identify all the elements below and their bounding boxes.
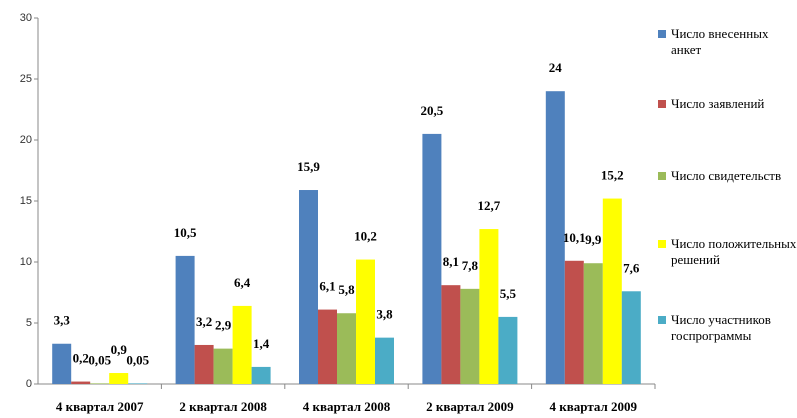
bar [422, 133, 442, 384]
legend-swatch [658, 172, 666, 180]
legend-label: Число заявлений [671, 96, 765, 111]
bar [109, 373, 129, 384]
bar [175, 255, 195, 384]
bar [232, 305, 252, 384]
value-label: 3,8 [376, 307, 393, 322]
value-label: 0,9 [111, 342, 128, 357]
value-label: 7,6 [623, 260, 640, 275]
bar [602, 198, 622, 384]
legend-swatch [658, 316, 666, 324]
value-label: 10,5 [174, 225, 197, 240]
legend-item: Число заявлений [658, 96, 797, 112]
value-label: 20,5 [421, 103, 444, 118]
value-label: 7,8 [462, 258, 479, 273]
legend-label: Число свидетельств [671, 168, 782, 183]
legend-swatch [658, 240, 666, 248]
y-tick-label: 10 [20, 256, 32, 268]
value-label: 6,4 [234, 275, 251, 290]
bar [545, 91, 565, 384]
bar [498, 316, 518, 384]
y-tick-label: 15 [20, 195, 32, 207]
bar [299, 190, 318, 384]
legend-item: Число участников госпрограммы [658, 312, 797, 344]
x-tick-label: 4 квартал 2007 [56, 399, 144, 414]
value-label: 2,9 [215, 318, 232, 333]
value-label: 6,1 [319, 279, 335, 294]
bar [128, 383, 148, 384]
bar [441, 285, 461, 384]
bar [583, 263, 603, 384]
bar [71, 381, 91, 384]
value-label: 9,9 [585, 232, 602, 247]
bar [564, 260, 584, 384]
bar [375, 337, 394, 384]
value-label: 3,3 [54, 313, 71, 328]
bar [337, 313, 356, 384]
value-label: 24 [549, 60, 563, 75]
value-label: 10,1 [563, 230, 586, 245]
bar [194, 344, 214, 384]
x-tick-label: 4 квартал 2009 [550, 399, 638, 414]
legend-label: Число положительных решений [671, 236, 797, 267]
value-label: 0,05 [88, 352, 111, 367]
x-tick-label: 2 квартал 2008 [179, 399, 267, 414]
bar [621, 291, 641, 384]
bar [251, 366, 271, 384]
value-label: 0,2 [73, 351, 89, 366]
value-label: 12,7 [478, 198, 501, 213]
value-label: 0,05 [126, 352, 149, 367]
legend-label: Число внесенных анкет [671, 26, 769, 57]
bar [52, 343, 72, 384]
y-tick-label: 5 [26, 317, 32, 329]
bar [356, 259, 375, 384]
value-label: 5,5 [500, 286, 517, 301]
y-tick-label: 25 [20, 73, 32, 85]
legend-item: Число внесенных анкет [658, 26, 797, 58]
value-label: 1,4 [253, 336, 270, 351]
y-tick-label: 20 [20, 134, 32, 146]
x-tick-label: 4 квартал 2008 [303, 399, 391, 414]
legend-label: Число участников госпрограммы [671, 312, 771, 343]
bar [318, 309, 337, 384]
legend-item: Число свидетельств [658, 168, 797, 184]
legend-item: Число положительных решений [658, 236, 797, 268]
value-label: 15,2 [601, 168, 624, 183]
bar [213, 348, 233, 384]
legend-swatch [658, 30, 666, 38]
value-label: 3,2 [196, 314, 212, 329]
bar [460, 288, 480, 384]
y-tick-label: 30 [20, 12, 32, 24]
y-tick-label: 0 [26, 378, 32, 390]
x-tick-label: 2 квартал 2009 [426, 399, 514, 414]
bar [90, 383, 110, 384]
value-label: 10,2 [354, 229, 377, 244]
value-label: 5,8 [338, 282, 355, 297]
bar [479, 229, 499, 384]
value-label: 15,9 [297, 159, 320, 174]
value-label: 8,1 [443, 254, 459, 269]
legend-swatch [658, 100, 666, 108]
